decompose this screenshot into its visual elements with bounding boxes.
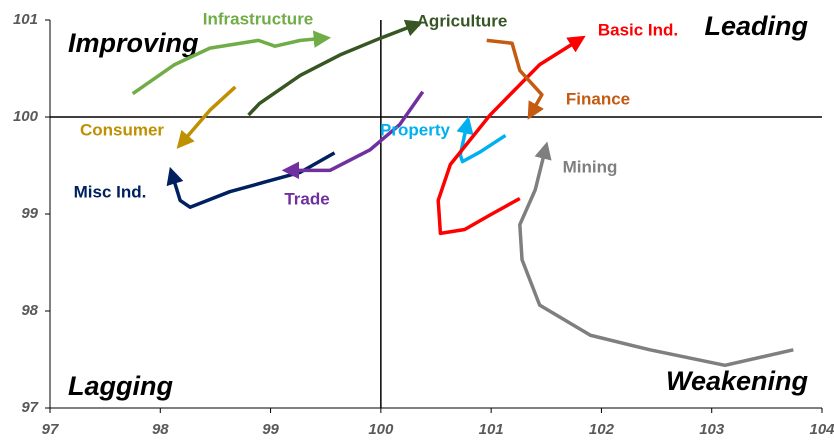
x-tick-label: 99 xyxy=(262,421,279,438)
x-tick-label: 97 xyxy=(42,421,59,438)
series-label: Finance xyxy=(566,89,630,108)
series-line xyxy=(176,85,237,149)
series-line xyxy=(131,30,332,96)
y-tick-label: 100 xyxy=(13,108,39,125)
series-line xyxy=(486,38,544,120)
x-tick-label: 104 xyxy=(809,421,834,438)
x-tick-label: 103 xyxy=(699,421,725,438)
series-label: Trade xyxy=(284,189,329,208)
series-label: Basic Ind. xyxy=(598,20,678,39)
series-label: Property xyxy=(380,120,450,139)
y-tick-label: 98 xyxy=(21,302,38,319)
series-label: Infrastructure xyxy=(203,9,314,28)
series-line xyxy=(166,151,336,209)
x-tick-label: 101 xyxy=(479,421,504,438)
series-line xyxy=(281,90,425,180)
series-line xyxy=(518,141,794,368)
x-tick-label: 102 xyxy=(589,421,615,438)
series-line xyxy=(247,19,424,117)
y-tick-label: 99 xyxy=(21,205,38,222)
series-label: Mining xyxy=(563,157,618,176)
series-label: Consumer xyxy=(80,120,164,139)
series-line xyxy=(456,116,507,164)
series-label: Misc Ind. xyxy=(74,182,147,201)
series-label: Agriculture xyxy=(417,11,508,30)
quadrant-label: Improving xyxy=(68,28,199,58)
quadrant-label: Weakening xyxy=(666,366,809,396)
y-tick-label: 97 xyxy=(21,399,38,416)
x-tick-label: 100 xyxy=(368,421,394,438)
quadrant-label: Lagging xyxy=(68,371,173,401)
series-line xyxy=(436,35,586,236)
quadrant-label: Leading xyxy=(704,11,808,41)
x-tick-label: 98 xyxy=(152,421,169,438)
y-tick-label: 101 xyxy=(13,11,38,28)
